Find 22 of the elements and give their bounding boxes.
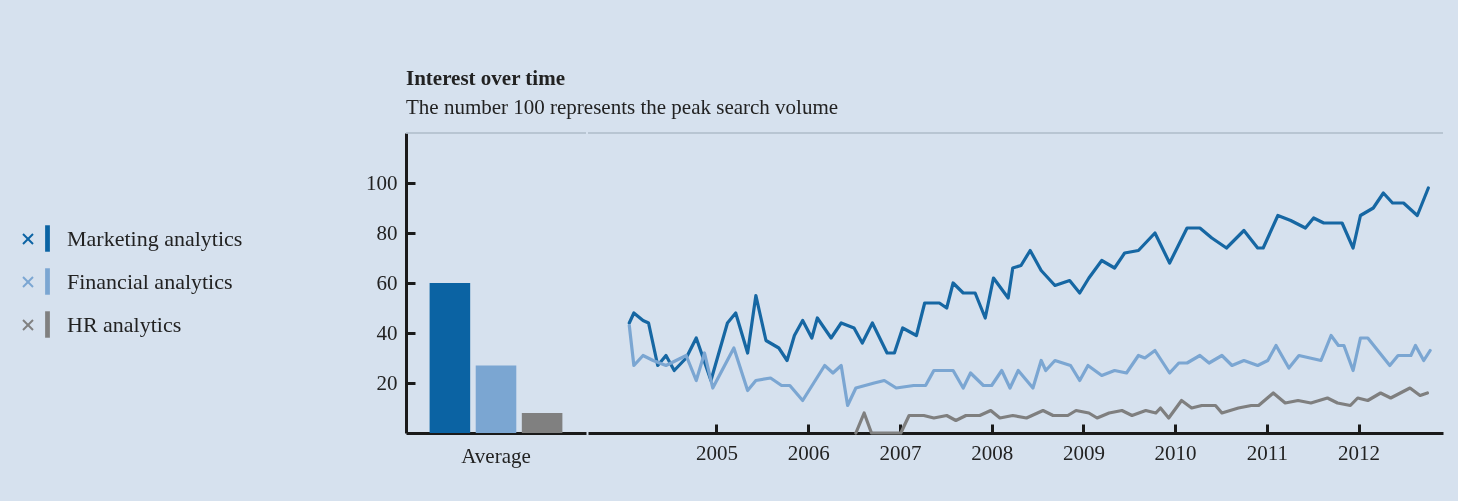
y-tick-label: 80: [376, 220, 398, 245]
bar: [429, 283, 471, 433]
x-tick-label: 2007: [879, 440, 922, 465]
x-tick-label: 2005: [695, 440, 738, 465]
x-tick-label: 2008: [971, 440, 1014, 465]
y-tick-label: 100: [366, 170, 398, 195]
x-tick-label: Average: [461, 443, 531, 468]
chart-subtitle: The number 100 represents the peak search volume: [406, 95, 839, 120]
y-tick-label: 60: [376, 270, 398, 295]
x-tick-label: 2012: [1338, 440, 1381, 465]
x-tick-label: 2006: [787, 440, 830, 465]
legend-label: Financial analytics: [67, 268, 233, 294]
bar: [521, 413, 563, 433]
y-tick-label: 20: [376, 370, 398, 395]
x-tick-label: 2011: [1246, 440, 1288, 465]
chart-title: Interest over time: [406, 66, 565, 91]
y-tick-label: 40: [376, 320, 398, 345]
legend-label: HR analytics: [67, 311, 182, 337]
x-tick-label: 2009: [1062, 440, 1105, 465]
bar: [475, 365, 517, 433]
legend-label: Marketing analytics: [67, 225, 243, 251]
x-tick-label: 2010: [1154, 440, 1197, 465]
